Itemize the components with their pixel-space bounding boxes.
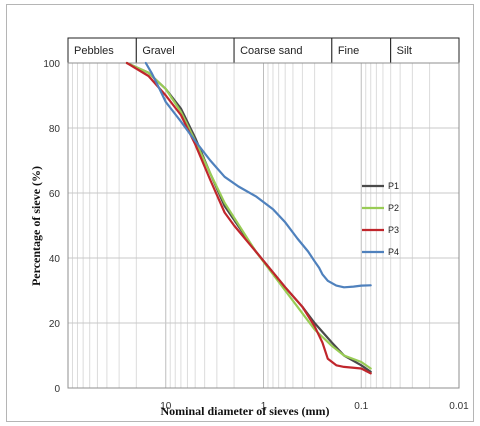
size-band-bar: Pebbles Gravel Coarse sand Fine Silt <box>67 37 460 64</box>
series-line-p1 <box>125 61 372 373</box>
axis-ticks: 0 20 40 60 80 100 10 1 0.1 0.01 <box>43 59 469 412</box>
size-band-label: Silt <box>397 45 412 57</box>
series-lines <box>125 61 372 375</box>
x-tick-label: 0.01 <box>449 401 469 412</box>
size-band-label: Gravel <box>142 45 174 57</box>
grid-lines <box>67 62 460 389</box>
legend-label: P4 <box>388 247 399 257</box>
y-tick-label: 40 <box>49 254 61 265</box>
size-band-label: Pebbles <box>74 45 114 57</box>
size-band-label: Fine <box>338 45 359 57</box>
y-tick-label: 60 <box>49 189 61 200</box>
size-band-cell <box>67 37 137 64</box>
y-axis-title: Percentage of sieve (%) <box>29 166 43 286</box>
size-band-cell <box>390 37 460 64</box>
size-band-label: Coarse sand <box>240 45 302 57</box>
x-tick-label: 10 <box>160 401 172 412</box>
y-tick-label: 100 <box>43 59 60 70</box>
chart-frame <box>6 4 474 422</box>
y-tick-label: 20 <box>49 319 61 330</box>
legend-label: P1 <box>388 181 399 191</box>
y-tick-label: 80 <box>49 124 61 135</box>
series-line-p4 <box>144 61 372 289</box>
legend-label: P3 <box>388 225 399 235</box>
x-tick-label: 0.1 <box>354 401 368 412</box>
plot-area-border <box>67 62 460 389</box>
legend: P1 P2 P3 P4 <box>362 181 399 257</box>
legend-label: P2 <box>388 203 399 213</box>
x-tick-label: 1 <box>261 401 267 412</box>
y-tick-label: 0 <box>54 384 60 395</box>
series-line-p3 <box>125 61 372 375</box>
x-axis-title: Nominal diameter of sieves (mm) <box>160 404 329 418</box>
